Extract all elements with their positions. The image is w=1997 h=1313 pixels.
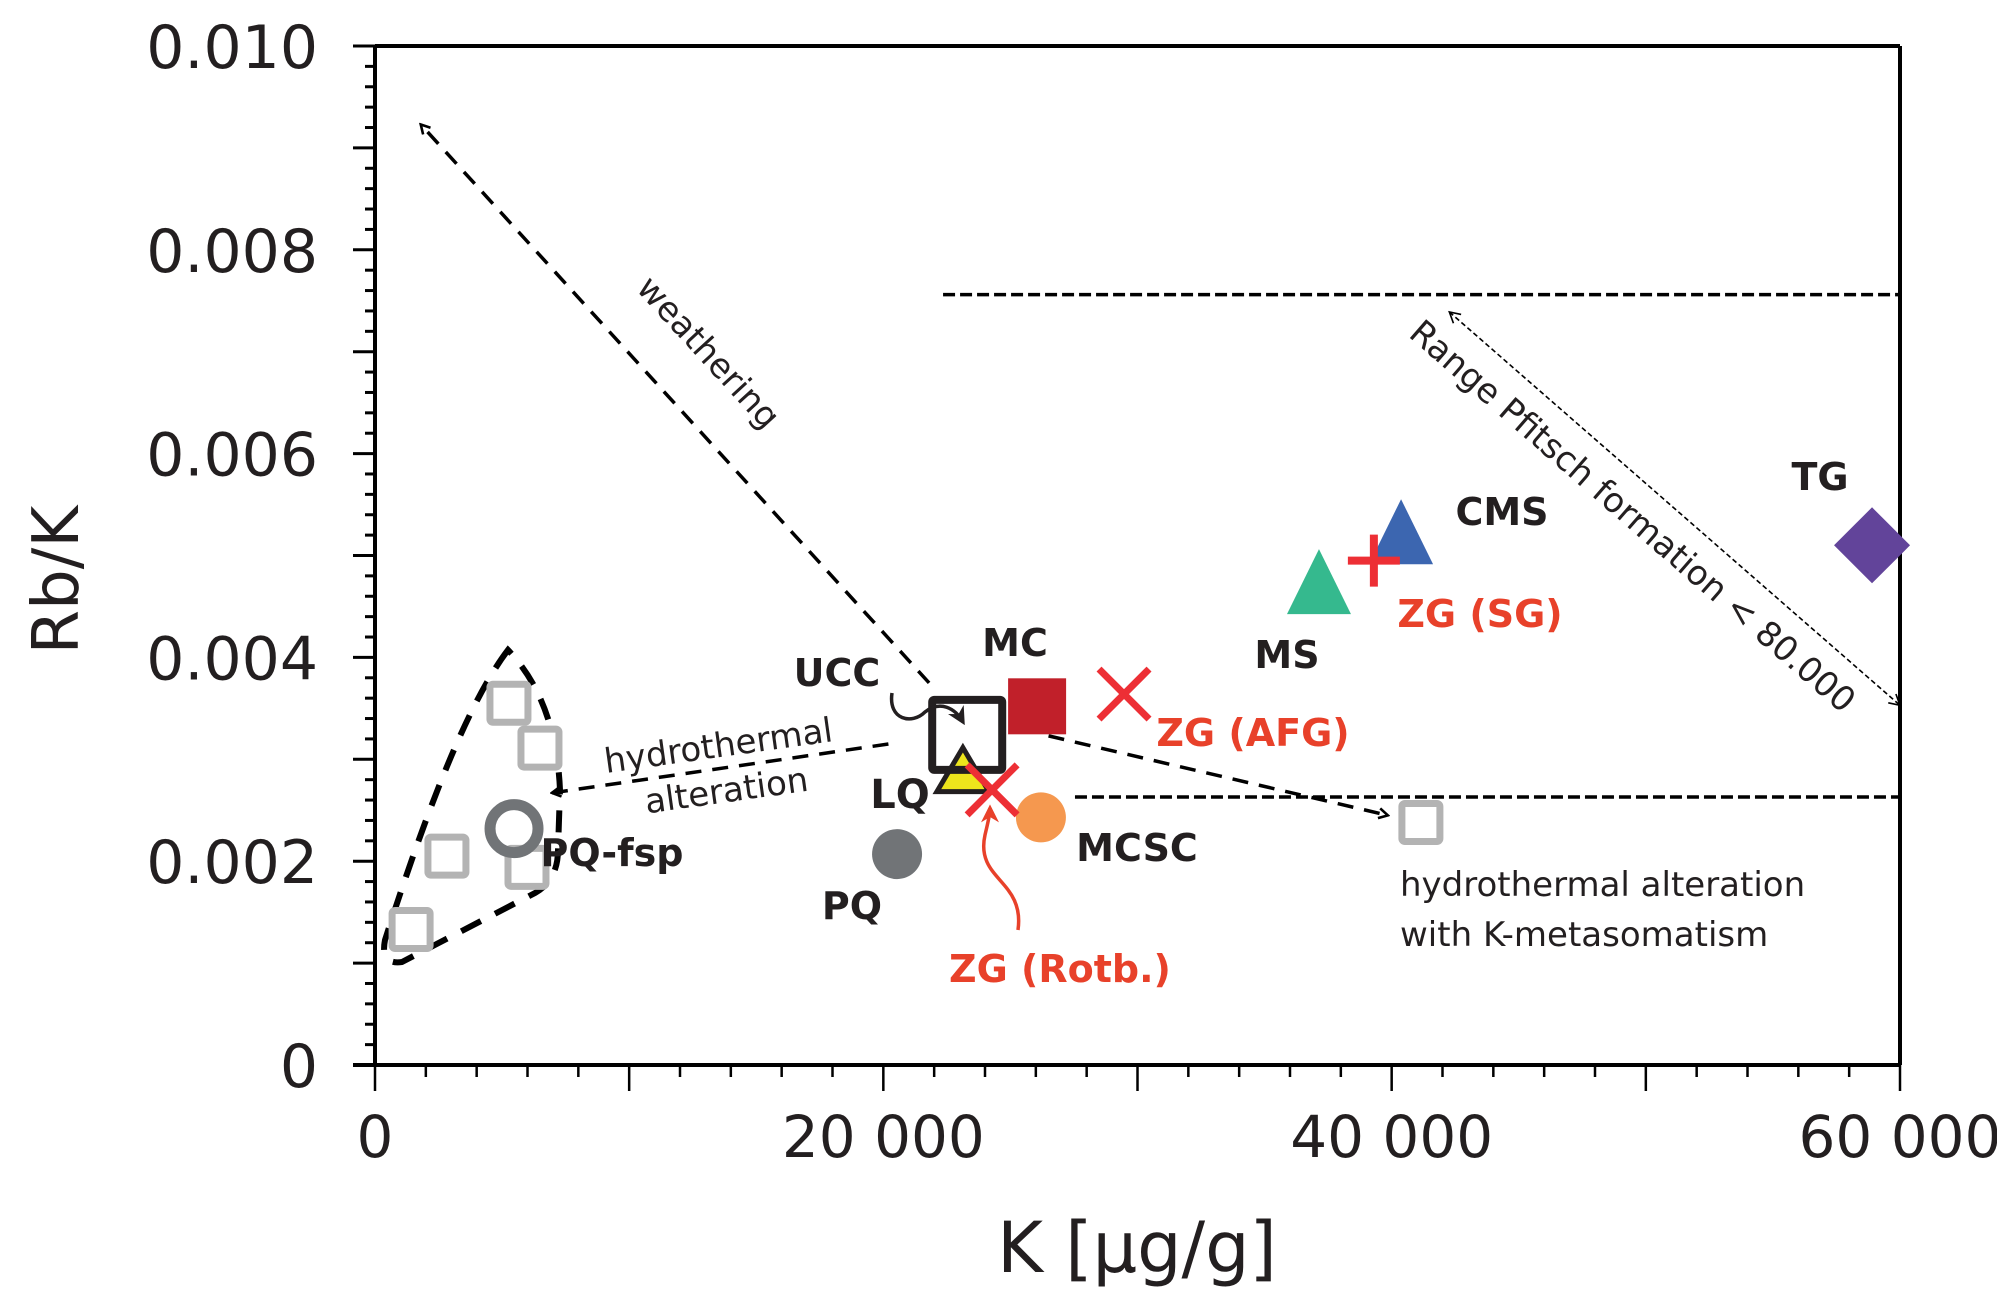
marker-pq [872,829,923,880]
y-tick-label: 0.008 [146,217,318,287]
marker-zg-rotb [964,762,1020,818]
annotation-weathering: weathering [629,268,788,437]
marker-pq-fsp [484,799,544,859]
y-tick-label: 0.010 [146,13,318,83]
label-cms: CMS [1455,490,1548,534]
marker-hydrothermal-alteration-with-k-metasomatism [1398,799,1444,845]
label-tg: TG [1791,455,1848,499]
annotation-arrow-weathering [421,124,931,685]
label-mc: MC [982,621,1048,665]
marker-pq-fsp-samples [486,680,532,726]
annotation-k-metasomatism-line1: hydrothermal alteration [1400,865,1805,905]
label-zg-afg: ZG (AFG) [1156,711,1349,755]
marker-pq-fsp-samples [388,906,434,952]
x-axis-title: K [µg/g] [997,1207,1277,1289]
marker-zg-sg [1347,534,1400,587]
label-pq-fsp: PQ-fsp [541,831,684,875]
label-zg-rotb: ZG (Rotb.) [949,947,1171,991]
data-markers [388,499,1911,952]
label-zg-sg: ZG (SG) [1397,592,1562,636]
y-tick-label: 0 [280,1032,318,1102]
marker-zg-afg [1096,666,1152,722]
annotation-arrow-hydro_right [1048,734,1388,815]
pq-fsp-field-outline [381,645,564,966]
marker-mc [1008,678,1067,735]
annotation-arrows [421,124,1902,815]
reference-lines [943,292,1900,799]
marker-pq-fsp-samples [424,833,470,879]
annotation-arrow-hydro_left [552,742,889,793]
y-axis-title: Rb/K [20,504,94,655]
marker-mcsc [1015,792,1066,843]
marker-pq-fsp-samples [517,725,563,771]
label-ms: MS [1254,633,1319,677]
y-tick-labels: 0 0.002 0.004 0.006 0.008 0.010 [146,13,318,1102]
x-tick-labels: 0 20 000 40 000 60 000 [357,1103,1997,1171]
y-tick-label: 0.006 [146,421,318,491]
x-tick-label: 60 000 [1799,1103,1997,1171]
axis-ticks [353,44,1902,1091]
label-ucc: UCC [794,651,881,695]
y-tick-label: 0.002 [146,828,318,898]
label-lq: LQ [870,772,930,818]
x-tick-label: 20 000 [782,1103,985,1171]
zg-rotb-pointer-arrow [980,804,1021,931]
marker-tg [1834,507,1911,584]
x-tick-label: 40 000 [1290,1103,1493,1171]
y-tick-label: 0.004 [146,624,318,694]
label-pq: PQ [822,884,882,928]
marker-ms [1286,549,1351,615]
label-mcsc: MCSC [1076,826,1198,870]
annotation-arrow-pfitsch [1448,311,1902,707]
x-tick-label: 0 [357,1103,394,1171]
marker-cms [1369,499,1434,565]
ucc-pointer-arrow [889,692,965,726]
annotation-k-metasomatism-line2: with K-metasomatism [1400,915,1768,955]
